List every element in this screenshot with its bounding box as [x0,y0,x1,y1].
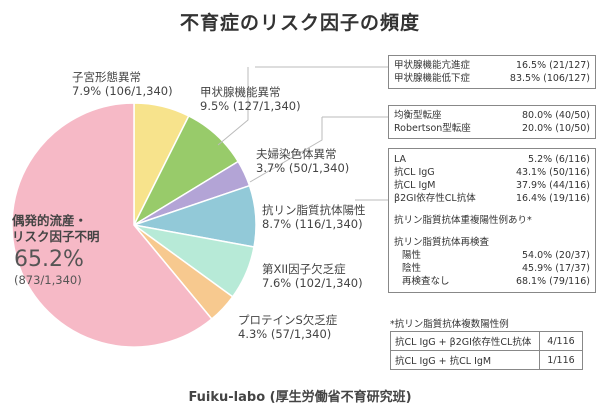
label-unknown-pct: 65.2% [14,247,84,272]
apl-breakdown-box: LA 5.2% (6/116) 抗CL IgG 43.1% (50/116) 抗CL… [388,148,596,293]
label-factor12: 第XII因子欠乏症 7.6% (102/1,340) [262,262,363,290]
table-cell: 抗CL IgG + 抗CL IgM [390,350,540,370]
thyroid-row: 甲状腺機能亢進症 16.5% (21/127) [394,60,590,71]
chart-title: 不育症のリスク因子の頻度 [179,12,420,34]
label-protein-s: プロテインS欠乏症 4.3% (57/1,340) [238,313,338,341]
chromosome-breakdown-box: 均衡型転座 80.0% (40/50) Robertson型転座 20.0% (10… [388,105,596,139]
label-chromosome: 夫婦染色体異常 3.7% (50/1,340) [256,147,350,175]
label-thyroid: 甲状腺機能異常 9.5% (127/1,340) [200,85,301,113]
label-apl: 抗リン脂質抗体陽性 8.7% (116/1,340) [262,203,366,231]
table-cell: 4/116 [539,331,583,351]
multi-positive-table: 抗CL IgG + β2GI依存性CL抗体 4/116 抗CL IgG + 抗C… [390,331,583,370]
thyroid-row: 甲状腺機能低下症 83.5% (106/127) [394,73,590,84]
leader-chromosome [249,117,323,183]
table-row: 抗CL IgG + 抗CL IgM 1/116 [390,350,583,370]
apl-row: LA 5.2% (6/116) [394,154,590,165]
apl-row: β2GI依存性CL抗体 16.4% (19/116) [394,193,590,204]
apl-recheck-heading: 抗リン脂質抗体再検査 [394,237,490,248]
source-footer: Fuiku-labo (厚生労働省不育研究班) [188,390,412,405]
table-row: 抗CL IgG + β2GI依存性CL抗体 4/116 [390,331,583,351]
apl-recheck-row: 再検査なし 68.1% (79/116) [402,276,590,287]
apl-row: 抗CL IgG 43.1% (50/116) [394,167,590,178]
table-cell: 1/116 [539,350,583,370]
pie-slice-6 [11,102,213,348]
table-cell: 抗CL IgG + β2GI依存性CL抗体 [390,331,540,351]
label-unknown-name: 偶発的流産・ リスク因子不明 [12,213,100,244]
thyroid-breakdown-box: 甲状腺機能亢進症 16.5% (21/127) 甲状腺機能低下症 83.5% (10… [388,55,596,89]
chromosome-row: Robertson型転座 20.0% (10/50) [394,123,590,134]
multi-positive-note: *抗リン脂質抗体複数陽性例 [390,319,509,330]
label-uterine: 子宮形態異常 7.9% (106/1,340) [72,70,173,98]
chromosome-row: 均衡型転座 80.0% (40/50) [394,110,590,121]
apl-recheck-row: 陰性 45.9% (17/37) [402,263,590,274]
label-unknown-count: (873/1,340) [14,273,82,287]
apl-recheck-row: 陽性 54.0% (20/37) [402,250,590,261]
apl-multi-heading: 抗リン脂質抗体重複陽性例あり* [394,215,532,226]
apl-row: 抗CL IgM 37.9% (44/116) [394,180,590,191]
leader-thyroid [217,67,249,146]
